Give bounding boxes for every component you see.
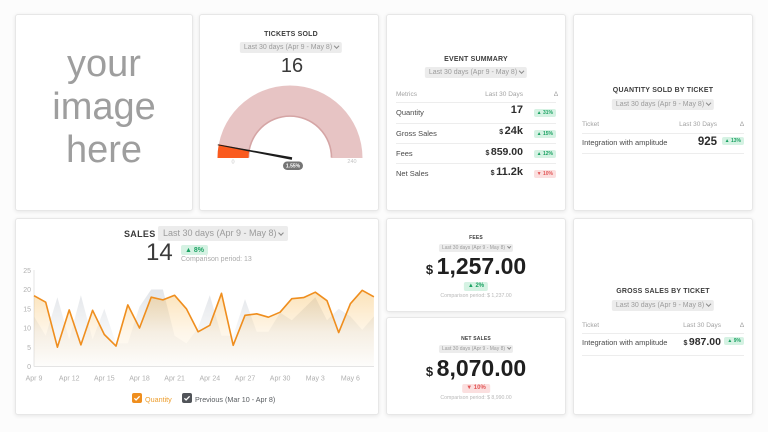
svg-text:0: 0 — [27, 364, 31, 371]
svg-text:Apr 30: Apr 30 — [270, 376, 291, 383]
svg-text:Apr 12: Apr 12 — [59, 376, 80, 383]
svg-text:5: 5 — [27, 345, 31, 352]
svg-text:Apr 24: Apr 24 — [199, 376, 220, 383]
svg-text:15: 15 — [23, 307, 31, 314]
svg-text:Apr 15: Apr 15 — [94, 376, 115, 383]
svg-text:25: 25 — [23, 268, 31, 275]
svg-text:Apr 18: Apr 18 — [129, 376, 150, 383]
svg-text:240: 240 — [347, 159, 356, 165]
svg-text:Apr 27: Apr 27 — [235, 376, 256, 383]
svg-text:10: 10 — [23, 326, 31, 333]
svg-text:Apr 9: Apr 9 — [26, 376, 43, 383]
svg-text:1.55%: 1.55% — [286, 164, 301, 170]
svg-text:May 3: May 3 — [306, 376, 325, 383]
svg-text:Apr 21: Apr 21 — [164, 376, 185, 383]
svg-text:20: 20 — [23, 287, 31, 294]
svg-text:May 6: May 6 — [341, 376, 360, 383]
svg-text:0: 0 — [231, 160, 234, 166]
